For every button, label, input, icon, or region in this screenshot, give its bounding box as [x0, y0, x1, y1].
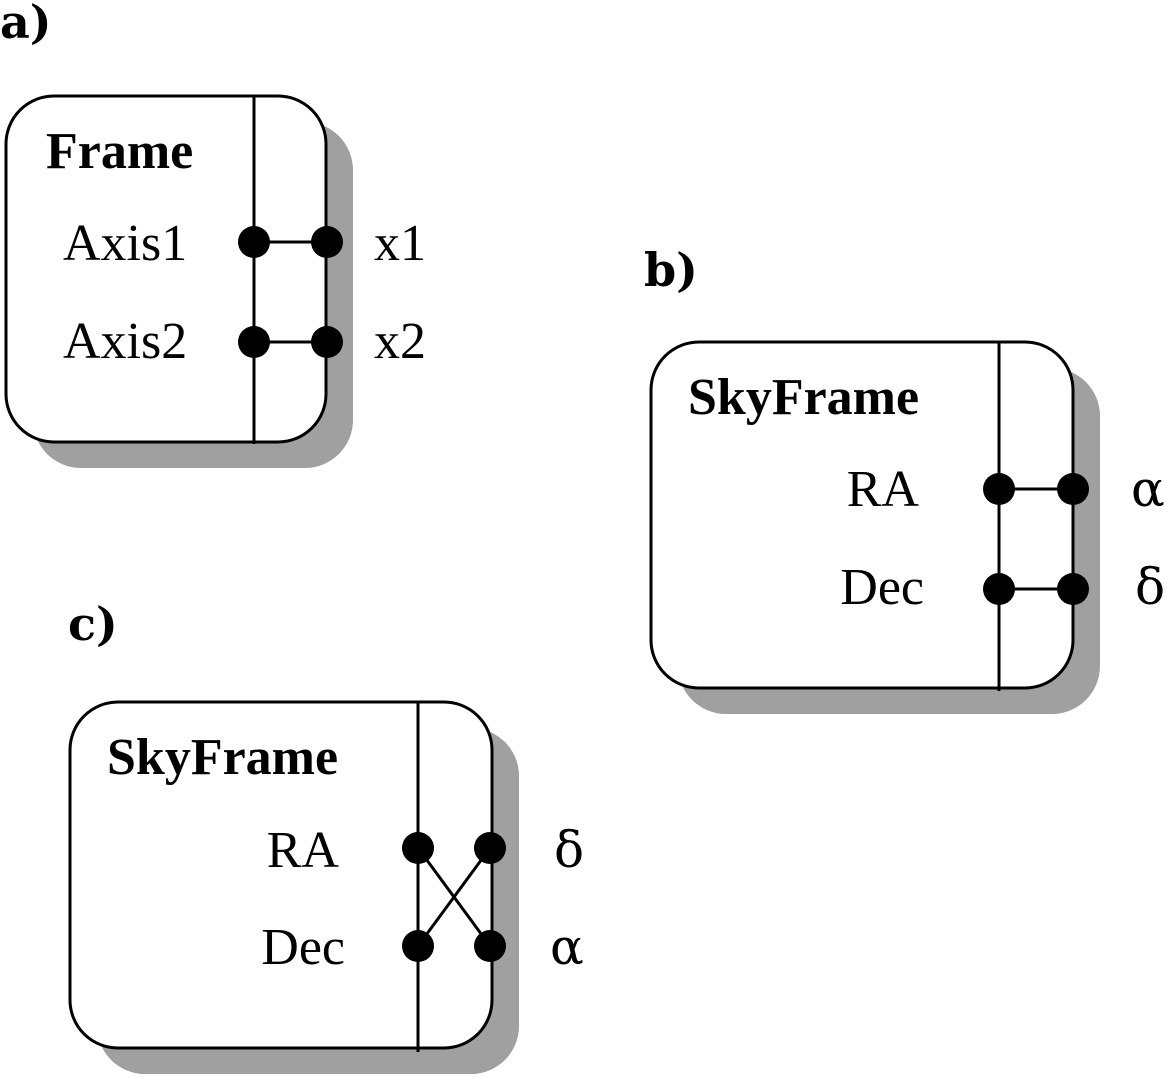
panel-c: c) SkyFrame RA Dec δ α — [68, 597, 584, 1074]
panel-b-dec-node — [983, 573, 1015, 605]
panel-a-axis-label-2: Axis2 — [63, 313, 187, 370]
panel-b-coord-label-delta: δ — [1135, 558, 1165, 616]
panel-a-x2-node — [311, 326, 343, 358]
panel-c-coord-label-delta: δ — [554, 821, 584, 879]
panel-c-axis-label-dec: Dec — [261, 919, 345, 976]
panel-c-label: c) — [68, 597, 118, 651]
panel-a-axis-label-1: Axis1 — [63, 215, 187, 272]
panel-c-dec-node — [402, 930, 434, 962]
panel-a-label: a) — [0, 0, 52, 49]
panel-a-axis2-node — [238, 326, 270, 358]
panel-c-delta-node — [474, 832, 506, 864]
panel-b-alpha-node — [1057, 473, 1089, 505]
panel-b-frame-box — [649, 340, 1075, 690]
panel-a-coord-label-2: x2 — [374, 313, 426, 370]
panel-c-frame-box — [68, 700, 494, 1050]
panel-c-axis-label-ra: RA — [267, 822, 340, 879]
panel-a-x1-node — [311, 226, 343, 258]
panel-a-axis1-node — [238, 226, 270, 258]
panel-b-label: b) — [644, 243, 698, 297]
panel-a-title: Frame — [46, 123, 193, 180]
panel-b-delta-node — [1057, 573, 1089, 605]
panel-b-coord-label-alpha: α — [1131, 460, 1165, 518]
panel-c-alpha-node — [474, 930, 506, 962]
panel-b-ra-node — [983, 473, 1015, 505]
panel-c-coord-label-alpha: α — [550, 918, 584, 976]
panel-b-title: SkyFrame — [688, 369, 919, 426]
panel-c-ra-node — [402, 832, 434, 864]
panel-b-axis-label-ra: RA — [847, 461, 920, 518]
panel-a-coord-label-1: x1 — [374, 215, 426, 272]
panel-c-dec-to-delta-link — [416, 847, 492, 947]
panel-b-axis-label-dec: Dec — [840, 559, 924, 616]
panel-c-title: SkyFrame — [107, 729, 338, 786]
panel-b: b) SkyFrame RA Dec α δ — [644, 243, 1165, 714]
panel-a: a) Frame Axis1 Axis2 x1 x2 — [0, 0, 426, 468]
